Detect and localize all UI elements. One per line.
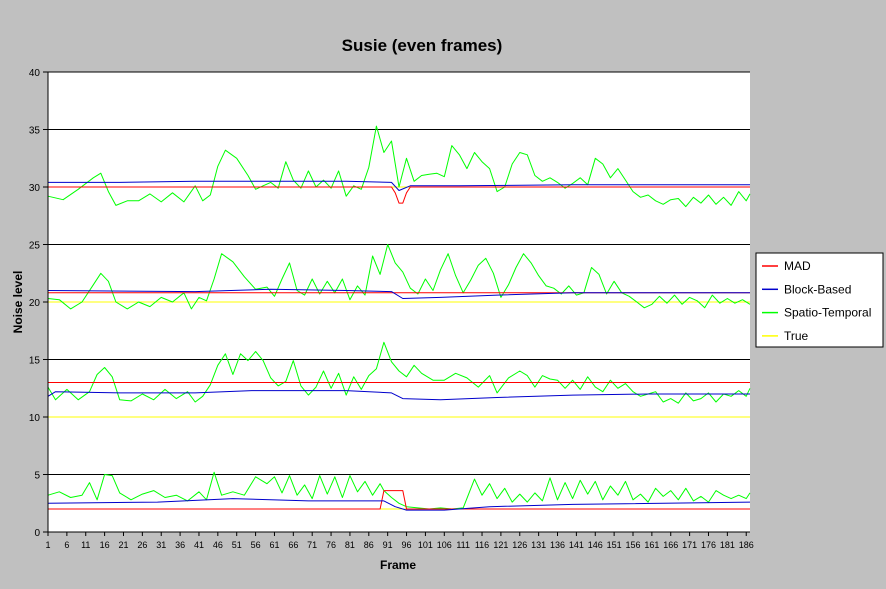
y-tick-label: 15 xyxy=(29,356,41,367)
x-tick-label: 96 xyxy=(402,540,412,550)
y-tick-label: 25 xyxy=(29,241,41,252)
x-tick-label: 11 xyxy=(81,540,90,550)
legend-label: Block-Based xyxy=(784,282,851,296)
y-tick-label: 20 xyxy=(29,298,41,309)
series-line-block-based-4 xyxy=(47,498,751,511)
series-line-block-based-1 xyxy=(48,180,750,191)
series-line-block-based-3 xyxy=(47,390,750,401)
y-tick-label: 30 xyxy=(29,183,41,194)
x-tick-label: 126 xyxy=(512,540,527,550)
x-tick-label: 81 xyxy=(345,540,355,550)
x-tick-label: 91 xyxy=(383,540,393,550)
x-tick-label: 136 xyxy=(550,540,565,550)
legend-label: Spatio-Temporal xyxy=(784,306,871,320)
x-tick-label: 151 xyxy=(607,540,622,550)
x-tick-label: 61 xyxy=(269,540,279,550)
x-tick-label: 106 xyxy=(437,540,452,550)
x-tick-label: 56 xyxy=(251,540,261,550)
x-tick-label: 156 xyxy=(625,540,640,550)
legend-label: True xyxy=(784,329,809,343)
x-tick-label: 46 xyxy=(213,540,223,550)
y-tick-label: 10 xyxy=(29,413,41,424)
x-tick-label: 141 xyxy=(569,540,584,550)
x-tick-label: 166 xyxy=(663,540,678,550)
x-tick-label: 116 xyxy=(475,540,489,550)
y-tick-label: 40 xyxy=(29,68,41,79)
y-axis-label: Noise level xyxy=(11,271,25,334)
legend-box xyxy=(755,252,884,348)
series-line-spatio-temporal-1 xyxy=(47,125,751,208)
legend: MAD Block-Based Spatio-Temporal True xyxy=(755,252,884,348)
x-tick-label: 36 xyxy=(175,540,185,550)
series-line-spatio-temporal-2 xyxy=(47,244,751,310)
x-tick-label: 86 xyxy=(364,540,374,550)
x-axis-label: Frame xyxy=(380,558,416,572)
x-tick-label: 6 xyxy=(64,540,69,550)
x-tick-label: 71 xyxy=(307,540,317,550)
x-tick-label: 121 xyxy=(493,540,508,550)
y-tick-label: 0 xyxy=(34,528,40,539)
x-tick-label: 146 xyxy=(588,540,603,550)
series-layer xyxy=(47,125,751,511)
x-tick-label: 161 xyxy=(644,540,659,550)
x-tick-label: 171 xyxy=(682,540,697,550)
x-tick-label: 66 xyxy=(288,540,298,550)
legend-label: MAD xyxy=(784,259,811,273)
y-tick-label: 35 xyxy=(29,126,41,137)
x-tick-label: 41 xyxy=(194,540,204,550)
x-tick-label: 111 xyxy=(456,540,470,550)
x-tick-label: 186 xyxy=(739,540,754,550)
x-tick-label: 181 xyxy=(720,540,735,550)
x-tick-label: 76 xyxy=(326,540,336,550)
x-tick-label: 21 xyxy=(118,540,128,550)
x-tick-label: 31 xyxy=(156,540,166,550)
x-tick-label: 26 xyxy=(137,540,147,550)
series-line-mad-1 xyxy=(48,186,750,204)
x-tick-label: 1 xyxy=(45,540,50,550)
x-tick-label: 131 xyxy=(531,540,546,550)
x-tick-label: 101 xyxy=(418,540,433,550)
chart-title: Susie (even frames) xyxy=(342,36,503,55)
x-tick-label: 176 xyxy=(701,540,716,550)
y-tick-label: 5 xyxy=(34,471,40,482)
x-tick-label: 16 xyxy=(100,540,110,550)
x-tick-label: 51 xyxy=(232,540,242,550)
series-line-block-based-2 xyxy=(47,288,750,299)
